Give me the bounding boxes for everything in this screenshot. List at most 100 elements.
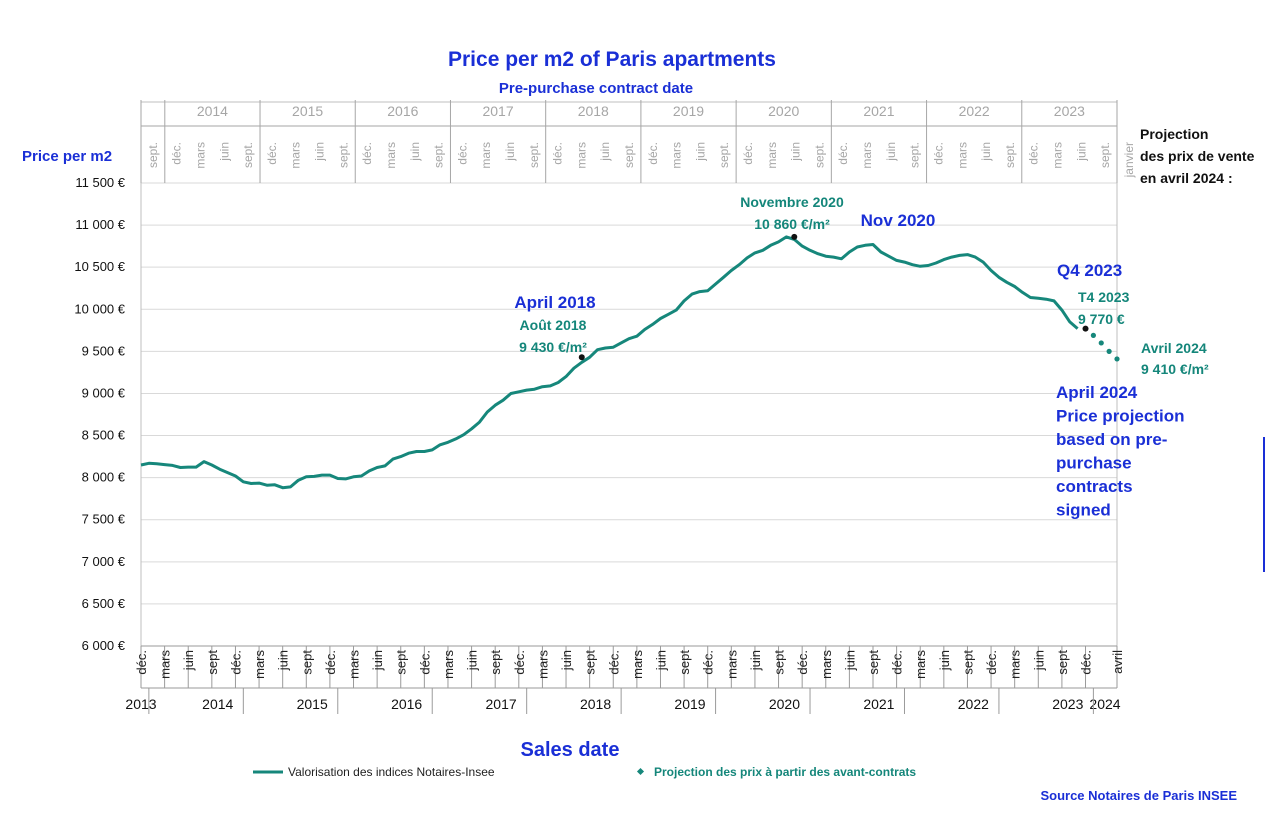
y-axis-title: Price per m2: [22, 148, 112, 165]
top-month-label: sept.: [527, 142, 541, 168]
y-tick-label: 9 500 €: [82, 343, 126, 358]
bottom-year-label: 2014: [202, 696, 233, 712]
bottom-year-label: 2024: [1089, 696, 1120, 712]
y-tick-label: 6 000 €: [82, 638, 126, 653]
annotation-apr2024-en-line: contracts: [1056, 477, 1133, 496]
bottom-month-label: mars: [347, 650, 362, 679]
data-marker: [791, 233, 798, 240]
bottom-year-label: 2013: [125, 696, 156, 712]
top-month-label: déc.: [551, 142, 565, 165]
series-line-notaires-insee: [140, 235, 1079, 490]
top-month-label: mars: [1050, 142, 1064, 169]
y-tick-label: 6 500 €: [82, 596, 126, 611]
annotation-nov2020-en: Nov 2020: [861, 211, 936, 230]
top-month-label: juin: [503, 142, 517, 162]
bottom-month-label: sept: [1055, 650, 1070, 675]
y-tick-label: 8 500 €: [82, 428, 126, 443]
top-month-label: sept.: [812, 142, 826, 168]
top-month-label: sept.: [336, 142, 350, 168]
top-month-label: déc.: [646, 142, 660, 165]
y-tick-label: 10 500 €: [74, 259, 125, 274]
bottom-month-label: juin: [370, 650, 385, 671]
top-month-label: sept.: [146, 142, 160, 168]
top-month-label: juin: [884, 142, 898, 162]
grid: [140, 101, 1118, 647]
annotation-t4-2023-label: T4 2023: [1078, 289, 1130, 305]
annotation-nov2020-label: Novembre 2020: [740, 194, 844, 210]
y-tick-label: 10 000 €: [74, 301, 125, 316]
x-axis-title: Sales date: [521, 739, 620, 761]
annotation-apr2024-en-line: purchase: [1056, 454, 1132, 473]
bottom-month-label: mars: [535, 650, 550, 679]
top-year-label: 2022: [959, 103, 990, 119]
bottom-year-label: 2015: [297, 696, 328, 712]
bottom-month-label: déc.: [890, 650, 905, 675]
bottom-year-label: 2017: [486, 696, 517, 712]
annotation-apr2024-en-line: April 2024: [1056, 383, 1138, 402]
legend: Valorisation des indices Notaires-Insee P…: [253, 765, 916, 779]
top-month-label: sept.: [622, 142, 636, 168]
annotation-april2018: April 2018: [514, 293, 595, 312]
bottom-month-label: déc.: [228, 650, 243, 675]
plot-frame: [140, 101, 1118, 647]
projection-header-line: des prix de vente: [1140, 148, 1255, 164]
top-year-label: 2020: [768, 103, 799, 119]
bottom-month-label: déc.: [984, 650, 999, 675]
projection-point: [1106, 348, 1112, 354]
annotation-nov2020-value: 10 860 €/m²: [754, 216, 830, 232]
bottom-month-label: mars: [913, 650, 928, 679]
legend-swatch-dot: [636, 767, 645, 776]
annotation-apr2024-en-line: based on pre-: [1056, 430, 1167, 449]
projection-point: [1090, 332, 1096, 338]
bottom-axis: déc. mars juin sept déc. mars juin sept déc. mars…: [125, 645, 1125, 714]
bottom-month-label: juin: [653, 650, 668, 671]
bottom-month-label: avril: [1110, 650, 1125, 674]
top-month-label: mars: [479, 142, 493, 169]
top-month-label: sept.: [1003, 142, 1017, 168]
top-month-label: mars: [765, 142, 779, 169]
bottom-month-label: juin: [937, 650, 952, 671]
top-month-label: déc.: [455, 142, 469, 165]
top-year-label: 2018: [578, 103, 609, 119]
bottom-month-label: juin: [748, 650, 763, 671]
bottom-month-label: juin: [465, 650, 480, 671]
bottom-month-label: déc.: [795, 650, 810, 675]
top-month-label: déc.: [931, 142, 945, 165]
chart-title: Price per m2 of Paris apartments: [448, 48, 776, 71]
y-tick-label: 9 000 €: [82, 385, 126, 400]
projection-header-line: en avril 2024 :: [1140, 170, 1233, 186]
bottom-year-label: 2023: [1052, 696, 1083, 712]
top-month-label: déc.: [360, 142, 374, 165]
annotation-q4-2023: Q4 2023: [1057, 261, 1122, 280]
projection-point: [1098, 340, 1104, 346]
y-axis: 6 000 € 6 500 € 7 000 € 7 500 € 8 000 € 8 500…: [74, 175, 125, 653]
top-month-label: juin: [313, 142, 327, 162]
y-tick-label: 7 500 €: [82, 512, 126, 527]
bottom-month-label: déc.: [512, 650, 527, 675]
legend-label: Projection des prix à partir des avant-c…: [654, 765, 916, 779]
bottom-month-label: sept: [866, 650, 881, 675]
bottom-month-label: juin: [842, 650, 857, 671]
bottom-month-label: mars: [724, 650, 739, 679]
top-month-label: mars: [289, 142, 303, 169]
top-month-label: juin: [408, 142, 422, 162]
annotation-apr2024-en-line: signed: [1056, 501, 1111, 520]
projection-point: [1114, 356, 1120, 362]
top-month-label: mars: [670, 142, 684, 169]
bottom-month-label: mars: [819, 650, 834, 679]
y-tick-label: 11 000 €: [75, 217, 125, 232]
bottom-month-label: sept: [299, 650, 314, 675]
bottom-year-label: 2022: [958, 696, 989, 712]
projection-header-line: Projection: [1140, 126, 1208, 142]
bottom-month-label: sept: [488, 650, 503, 675]
top-month-label: déc.: [836, 142, 850, 165]
top-month-label: juin: [979, 142, 993, 162]
bottom-month-label: mars: [252, 650, 267, 679]
top-month-label: sept.: [717, 142, 731, 168]
data-marker: [578, 354, 585, 361]
top-month-label: sept.: [1098, 142, 1112, 168]
bottom-month-label: sept: [394, 650, 409, 675]
y-tick-label: 11 500 €: [75, 175, 125, 190]
top-month-label: juin: [598, 142, 612, 162]
